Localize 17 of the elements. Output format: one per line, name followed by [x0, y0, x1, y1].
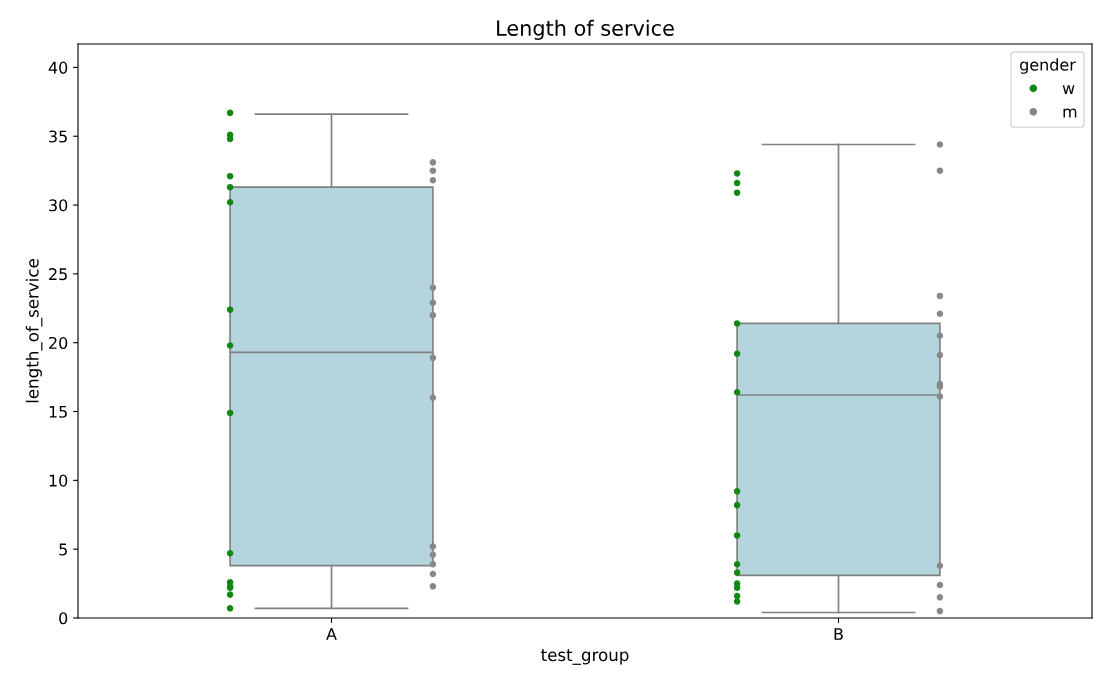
y-tick-label: 10 — [49, 474, 68, 487]
y-tick-label: 5 — [59, 543, 67, 556]
y-tick-label: 40 — [48, 61, 68, 74]
y-axis-title: length_of_service — [25, 259, 43, 403]
y-tick-label: 0 — [59, 612, 68, 625]
y-tick-label: 30 — [49, 199, 68, 212]
x-axis-title: test_group — [541, 649, 629, 665]
y-tick-label: 35 — [49, 130, 67, 143]
x-tick-label: A — [326, 628, 337, 640]
legend-label: w — [1062, 85, 1075, 94]
x-tick-label: B — [834, 628, 843, 640]
legend-title: gender — [1020, 58, 1076, 74]
chart-title: Length of service — [497, 19, 674, 40]
y-tick-label: 25 — [49, 268, 67, 281]
legend-label: m — [1063, 108, 1077, 118]
y-tick-label: 20 — [49, 336, 68, 349]
y-tick-label: 15 — [49, 405, 67, 418]
